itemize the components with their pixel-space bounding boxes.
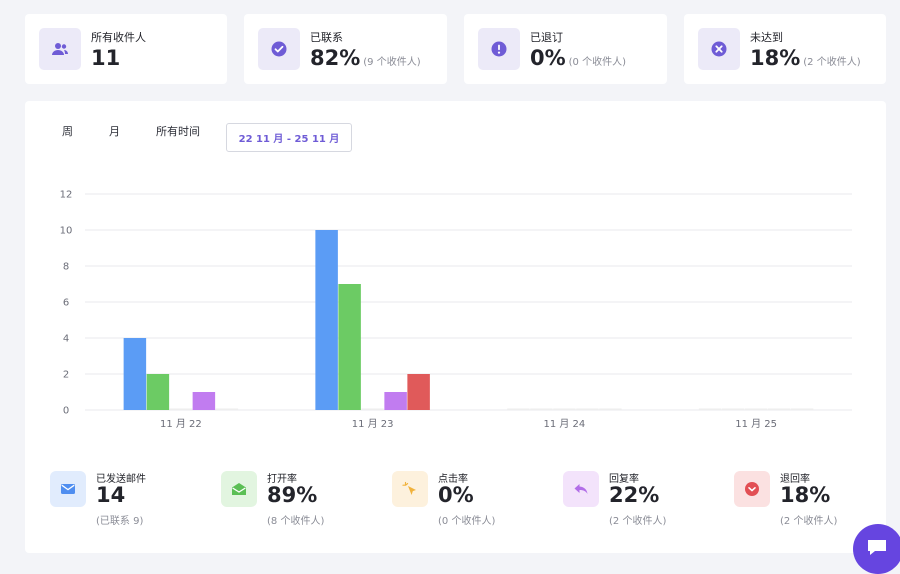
bar-5-3 (599, 408, 622, 410)
bar-4-1 (192, 392, 216, 410)
metric-value: 18% (780, 483, 831, 507)
open-mail-icon (221, 471, 257, 507)
stat-value: 18% (750, 46, 801, 70)
cursor-click-icon (392, 471, 428, 507)
stat-label: 所有收件人 (91, 31, 146, 44)
metric-sub: (已联系 9) (96, 516, 144, 527)
bar-5-2 (407, 374, 430, 410)
chat-icon (866, 538, 888, 560)
stat-value: 0% (530, 46, 566, 70)
y-tick-label: 4 (63, 334, 69, 345)
y-tick-label: 10 (60, 226, 73, 237)
stat-sub: (0 个收件人) (568, 57, 626, 68)
bar-1-4 (698, 408, 722, 410)
chat-button[interactable] (853, 524, 900, 574)
stat-value: 82% (310, 46, 361, 70)
metric-label: 点击率 (438, 474, 468, 485)
metric-label: 已发送邮件 (96, 474, 146, 485)
metrics-row: 已发送邮件 14 (已联系 9) 打开率 89% (8 个收件人) 点击率 0%… (25, 467, 886, 547)
tab-all-time[interactable]: 所有时间 (156, 125, 200, 138)
users-icon (39, 28, 81, 70)
bar-3-2 (361, 408, 384, 410)
stat-card-all-recipients: 所有收件人 11 (25, 14, 227, 84)
metric-sub: (0 个收件人) (438, 516, 496, 527)
metric-label: 打开率 (267, 474, 297, 485)
bar-2-3 (530, 408, 553, 410)
stat-card-contacted: 已联系 82% (9 个收件人) (244, 14, 447, 84)
y-tick-label: 8 (63, 262, 69, 273)
x-tick-label: 11 月 24 (543, 418, 585, 430)
metric-sub: (2 个收件人) (780, 516, 838, 527)
x-tick-label: 11 月 22 (160, 418, 202, 430)
alert-circle-icon (478, 28, 520, 70)
stat-sub: (9 个收件人) (363, 57, 421, 68)
metric-value: 0% (438, 483, 474, 507)
reply-icon (563, 471, 599, 507)
y-tick-label: 0 (63, 406, 69, 417)
stat-card-unreached: 未达到 18% (2 个收件人) (684, 14, 886, 84)
stat-value: 11 (91, 46, 121, 70)
stat-card-unsubscribed: 已退订 0% (0 个收件人) (464, 14, 667, 84)
bar-2-4 (721, 408, 745, 410)
tab-month[interactable]: 月 (109, 125, 120, 138)
mail-icon (50, 471, 86, 507)
period-tabs: 周 月 所有时间 (62, 123, 200, 139)
bar-4-2 (384, 392, 407, 410)
y-tick-label: 2 (63, 370, 69, 381)
bar-3-1 (169, 408, 193, 410)
bar-4-3 (576, 408, 599, 410)
metric-value: 22% (609, 483, 660, 507)
stat-label: 未达到 (750, 31, 783, 44)
x-circle-icon (698, 28, 740, 70)
stat-label: 已退订 (530, 31, 563, 44)
bar-4-4 (767, 408, 791, 410)
tab-week[interactable]: 周 (62, 125, 73, 138)
stat-sub: (2 个收件人) (803, 57, 861, 68)
bar-2-1 (146, 374, 170, 410)
bar-2-2 (338, 284, 361, 410)
bar-1-2 (315, 230, 338, 410)
bar-3-4 (744, 408, 768, 410)
report-panel: 周 月 所有时间 22 11 月 - 25 11 月 0 2 4 6 8 10 12 11 月… (25, 101, 886, 553)
y-tick-label: 12 (60, 190, 73, 201)
bar-chart: 0 2 4 6 8 10 12 11 月 22 11 月 23 11 月 24 11 月 25 (60, 190, 852, 430)
bar-3-3 (553, 408, 576, 410)
metric-sub: (8 个收件人) (267, 516, 325, 527)
metric-value: 89% (267, 483, 318, 507)
x-tick-label: 11 月 25 (735, 418, 777, 430)
metric-label: 退回率 (780, 474, 810, 485)
bar-5-1 (215, 408, 239, 410)
y-tick-label: 6 (63, 298, 69, 309)
bar-5-4 (790, 408, 814, 410)
bar-1-1 (123, 338, 147, 410)
metric-sub: (2 个收件人) (609, 516, 667, 527)
metric-label: 回复率 (609, 474, 639, 485)
metric-value: 14 (96, 483, 126, 507)
x-tick-label: 11 月 23 (352, 418, 394, 430)
check-circle-icon (258, 28, 300, 70)
bounce-icon (734, 471, 770, 507)
stat-label: 已联系 (310, 31, 343, 44)
date-range-picker[interactable]: 22 11 月 - 25 11 月 (226, 123, 352, 152)
bar-1-3 (507, 408, 530, 410)
